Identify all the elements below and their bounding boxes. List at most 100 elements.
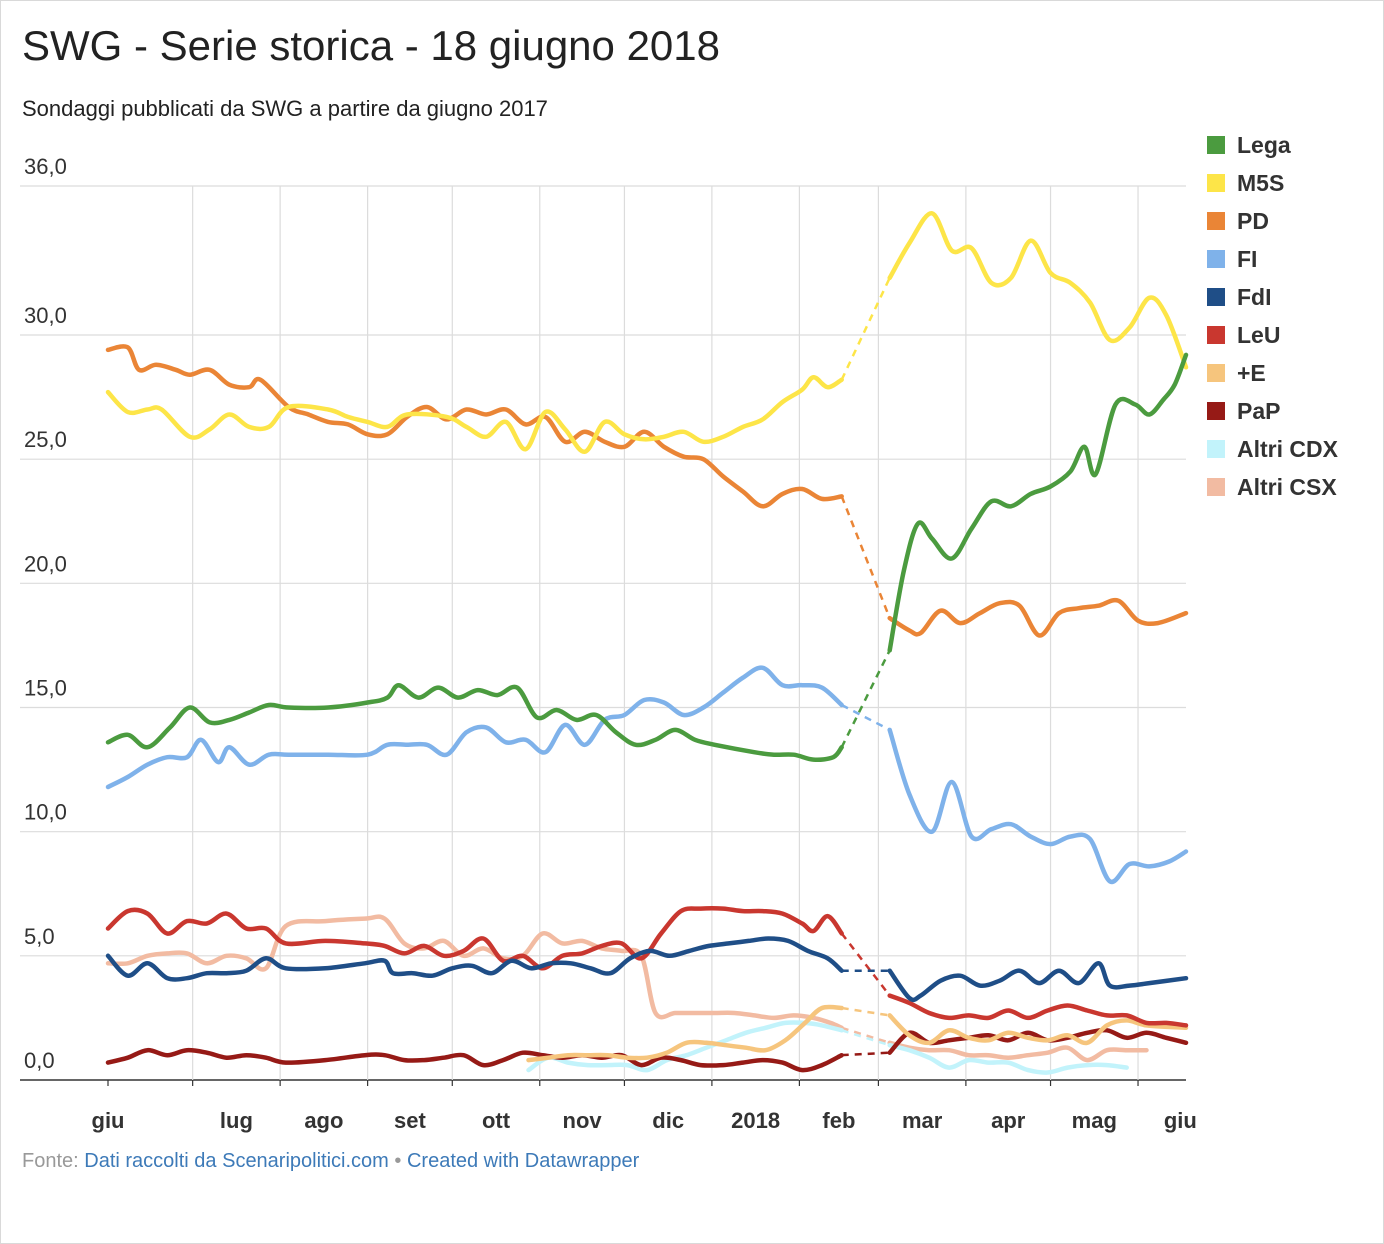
legend: Lega M5S PD FI FdI LeU +E PaP Altri CDX Altri CSX [1207,126,1338,506]
legend-label: FdI [1237,283,1272,310]
x-tick-label: ott [482,1108,511,1133]
x-tick-label: ago [304,1108,343,1133]
legend-item: Altri CSX [1207,468,1338,506]
series-altri-cdx [526,1020,1129,1075]
legend-label: PaP [1237,397,1281,424]
series-gap-altri-csx [841,1026,891,1044]
series-line-pap [105,1047,844,1073]
legend-swatch [1207,250,1225,268]
series-line-m5s [105,374,844,454]
legend-swatch [1207,136,1225,154]
legend-item: FI [1207,240,1338,278]
series-pap [105,1027,1189,1073]
series-line-e [526,1004,844,1063]
series-line-altri-cdx [887,1042,1129,1075]
series-gap-lega [840,649,891,748]
series-gap-pap [841,1051,890,1057]
series-pd [105,344,1189,638]
legend-item: PD [1207,202,1338,240]
legend-item: Lega [1207,126,1338,164]
legend-label: LeU [1237,321,1281,348]
series-line-m5s [887,211,1189,370]
x-tick-label: feb [822,1108,855,1133]
x-tick-label: giu [1164,1108,1197,1133]
legend-swatch [1207,402,1225,420]
series-m5s [105,211,1189,454]
series-lega [105,352,1189,762]
y-tick-label: 15,0 [24,676,67,701]
legend-swatch [1207,440,1225,458]
legend-label: +E [1237,359,1266,386]
legend-item: Altri CDX [1207,430,1338,468]
legend-swatch [1207,478,1225,496]
x-tick-label: nov [563,1108,603,1133]
series-line-leu [105,906,844,971]
grid [20,185,1186,1081]
series-gap-e [841,1006,890,1017]
y-tick-label: 5,0 [24,924,55,949]
series-line-pd [887,597,1189,638]
legend-swatch [1207,288,1225,306]
series-gap-fi [841,703,891,731]
series-gap-altri-cdx [841,1029,891,1047]
y-tick-label: 25,0 [24,427,67,452]
chart-subtitle: Sondaggi pubblicati da SWG a partire da … [22,96,548,121]
y-tick-label: 20,0 [24,551,67,576]
legend-item: LeU [1207,316,1338,354]
legend-swatch [1207,174,1225,192]
chart-title: SWG - Serie storica - 18 giugno 2018 [22,22,721,69]
legend-label: M5S [1237,169,1285,196]
credit-link[interactable]: Created with Datawrapper [406,1150,640,1172]
legend-label: Altri CDX [1237,435,1338,462]
footer: Fonte: Dati raccolti da Scenaripolitici.… [22,1150,639,1173]
x-tick-label: mag [1072,1108,1117,1133]
x-tick-label: mar [902,1108,943,1133]
series-line-altri-csx [887,1040,1149,1063]
series-line-fi [105,665,844,790]
source-link[interactable]: Dati raccolti da Scenaripolitici.com [84,1150,389,1172]
footer-separator: • [394,1150,402,1172]
y-tick-label: 0,0 [24,1048,55,1073]
y-tick-label: 10,0 [24,800,67,825]
series-line-fdi [105,936,844,982]
y-tick-label: 30,0 [24,303,67,328]
legend-item: M5S [1207,164,1338,202]
x-tick-label: giu [92,1108,125,1133]
legend-label: PD [1237,207,1269,234]
legend-swatch [1207,212,1225,230]
series-line-lega [887,352,1189,653]
legend-swatch [1207,326,1225,344]
series-line-pd [105,344,844,509]
series-gap-m5s [840,277,891,381]
series-line-fdi [887,961,1189,1003]
series-e [526,1004,1189,1063]
x-tick-label: lug [220,1108,253,1133]
series-line-fi [887,727,1189,885]
legend-item: +E [1207,354,1338,392]
series-line-leu [887,993,1189,1028]
axes: 0,0 5,0 10,0 15,0 20,0 25,0 30,0 36,0 giu lug ago s… [24,154,1197,1133]
legend-label: FI [1237,245,1258,272]
series-gap-pd [840,495,891,619]
x-tick-label: dic [652,1108,684,1133]
legend-item: FdI [1207,278,1338,316]
series-line-e [887,1013,1189,1046]
x-tick-label: 2018 [731,1108,780,1133]
legend-label: Altri CSX [1237,473,1337,500]
series-fi [105,665,1189,885]
x-tick-label: apr [991,1108,1026,1133]
legend-swatch [1207,364,1225,382]
series-line-altri-cdx [526,1020,844,1073]
series-line-lega [105,682,844,762]
series-leu [105,906,1189,1028]
legend-item: PaP [1207,392,1338,430]
y-tick-label: 36,0 [24,154,67,179]
series-line-pap [887,1027,1189,1055]
series-lines [105,211,1189,1075]
series-gap-leu [840,932,891,997]
series-fdi [105,936,1189,1003]
source-label: Fonte: [22,1150,79,1172]
x-tick-label: set [394,1108,426,1133]
legend-label: Lega [1237,131,1291,158]
